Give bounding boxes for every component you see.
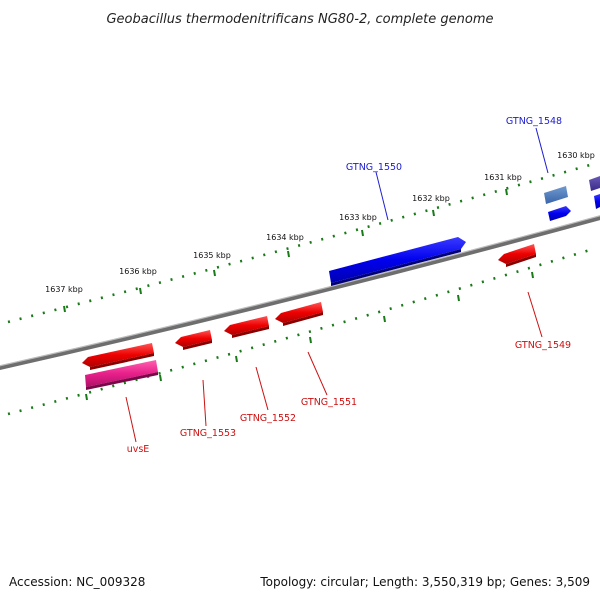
map-title: Geobacillus thermodenitrificans NG80-2, … <box>106 12 493 27</box>
gene-gtng-1548-connector <box>535 127 549 174</box>
inner-major-ticks <box>85 271 534 401</box>
outer-major-ticks <box>63 188 508 313</box>
gene-gtng-1550[interactable] <box>329 237 466 286</box>
tick-label-1636: 1636 kbp <box>119 267 157 276</box>
gene-edge-top[interactable] <box>589 176 600 209</box>
gene-gtng-1553-label[interactable]: GTNG_1553 <box>180 428 236 439</box>
gene-gtng-1551[interactable] <box>275 302 323 326</box>
tick-label-1635: 1635 kbp <box>193 251 231 260</box>
gene-gtng-1553[interactable] <box>175 330 212 350</box>
tick-label-1637: 1637 kbp <box>45 285 83 294</box>
gene-gtng-1551-label[interactable]: GTNG_1551 <box>301 397 357 408</box>
gene-gtng-1550-connector <box>375 171 389 221</box>
gene-uvse-label[interactable]: uvsE <box>127 444 150 455</box>
tick-label-1631: 1631 kbp <box>484 173 522 182</box>
gene-gtng-1548[interactable] <box>544 186 571 221</box>
gene-gtng-1553-connector <box>202 379 207 427</box>
gene-gtng-1550-label[interactable]: GTNG_1550 <box>346 162 402 173</box>
genome-summary-text: Topology: circular; Length: 3,550,319 bp… <box>259 575 590 589</box>
gene-gtng-1548-label[interactable]: GTNG_1548 <box>506 116 562 127</box>
outer-tick-track <box>7 163 591 324</box>
tick-label-1634: 1634 kbp <box>266 233 304 242</box>
inner-tick-track <box>7 248 591 416</box>
gene-gtng-1551-connector <box>307 351 328 396</box>
gene-gtng-1552-connector <box>255 366 269 411</box>
gene-gtng-1552-label[interactable]: GTNG_1552 <box>240 413 296 424</box>
gene-gtng-1549-label[interactable]: GTNG_1549 <box>515 340 571 351</box>
tick-label-1632: 1632 kbp <box>412 194 450 203</box>
gene-gtng-1549-connector <box>527 291 543 338</box>
tick-label-1630: 1630 kbp <box>557 151 595 160</box>
tick-label-1633: 1633 kbp <box>339 213 377 222</box>
gene-uvse-connector <box>125 396 137 443</box>
genome-backbone <box>0 215 600 371</box>
gene-uvse[interactable] <box>82 343 158 390</box>
accession-text: Accession: NC_009328 <box>9 575 145 589</box>
gene-gtng-1552[interactable] <box>224 316 269 338</box>
gene-gtng-1549[interactable] <box>498 244 536 267</box>
